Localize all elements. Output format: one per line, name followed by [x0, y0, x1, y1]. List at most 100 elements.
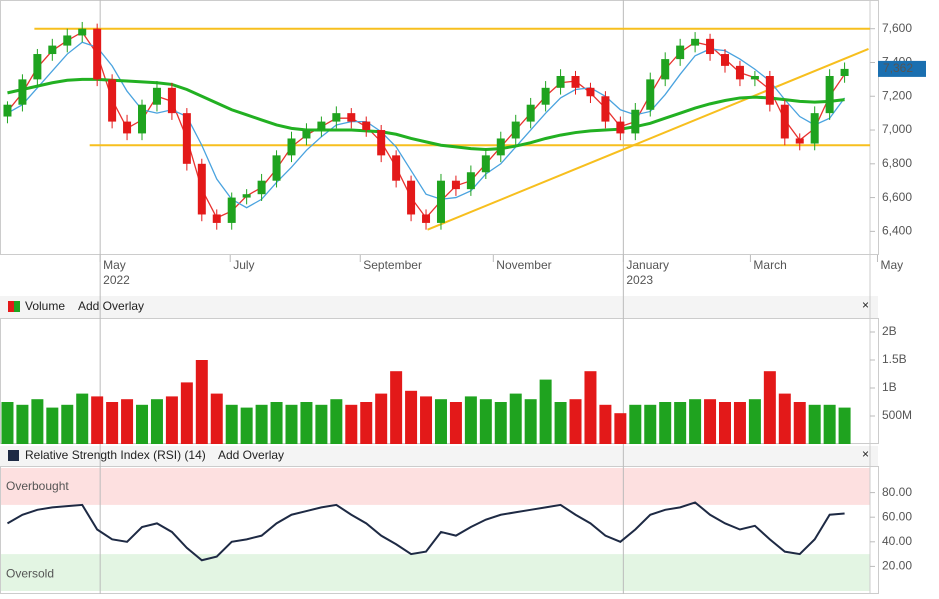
candle-body — [466, 172, 475, 190]
close-button[interactable]: × — [862, 298, 869, 312]
rsi-band — [0, 468, 870, 505]
candle-body — [93, 28, 102, 80]
candle-body — [138, 104, 147, 134]
volume-bar — [240, 407, 253, 444]
y-tick-label: 80.00 — [882, 485, 912, 499]
candle-body — [840, 68, 849, 76]
candle-body — [197, 163, 206, 215]
volume-bar — [315, 404, 328, 444]
candle-body — [780, 104, 789, 139]
volume-bar — [599, 404, 612, 444]
volume-bar — [763, 371, 776, 444]
candle-body — [646, 79, 655, 110]
volume-bar — [449, 402, 462, 444]
candle-body — [750, 75, 759, 80]
candle-body — [631, 109, 640, 134]
volume-bar — [345, 404, 358, 444]
volume-bar — [225, 404, 238, 444]
volume-bar — [106, 402, 119, 444]
add-overlay[interactable]: Add Overlay — [78, 299, 144, 313]
rsi-band — [0, 554, 870, 591]
candle-body — [511, 121, 520, 139]
volume-icon — [14, 301, 20, 312]
y-tick-label: 1B — [882, 380, 897, 394]
volume-bar — [180, 382, 193, 444]
panel-frame — [0, 0, 879, 255]
band-label: Oversold — [6, 566, 54, 580]
candle-body — [78, 28, 87, 36]
x-tick-label: November — [496, 258, 551, 272]
y-tick-label: 6,800 — [882, 156, 912, 170]
candle-body — [481, 155, 490, 173]
volume-bar — [704, 399, 717, 444]
volume-bar — [719, 402, 731, 444]
rsi-line — [6, 501, 845, 562]
volume-bar — [255, 404, 268, 444]
candle-body — [33, 54, 42, 80]
y-tick-label: 500M — [882, 408, 912, 422]
candle-body — [212, 214, 221, 223]
candle-body — [63, 35, 72, 46]
candle-body — [227, 197, 236, 223]
volume-bar — [509, 393, 522, 444]
candle-body — [556, 75, 565, 88]
last-price-label: 7,362 — [883, 61, 913, 75]
candle-body — [691, 38, 700, 46]
volume-bar — [778, 393, 791, 444]
candle-body — [48, 45, 57, 55]
rsi-header — [0, 446, 878, 466]
volume-bar — [91, 396, 104, 444]
candle-body — [302, 130, 311, 139]
volume-bar — [150, 399, 163, 444]
volume-bar — [823, 404, 836, 444]
rsi-icon — [8, 450, 19, 461]
volume-header — [0, 296, 878, 318]
candle-body — [392, 155, 401, 181]
volume-bar — [524, 399, 537, 444]
y-tick-label: 20.00 — [882, 559, 912, 573]
candle-body — [108, 79, 117, 122]
volume-bar — [270, 402, 283, 444]
volume-bar — [61, 404, 74, 444]
candle-body — [3, 104, 12, 117]
volume-bar — [614, 413, 627, 444]
volume-bar — [629, 404, 642, 444]
x-tick-label: September — [363, 258, 422, 272]
candle-body — [795, 138, 804, 144]
volume-bar — [748, 399, 761, 444]
volume-bar — [584, 371, 597, 444]
candle-body — [18, 79, 27, 105]
volume-bar — [360, 402, 373, 444]
volume-bar — [420, 396, 433, 444]
candle-body — [182, 113, 191, 164]
volume-bar — [165, 396, 178, 444]
candle-body — [347, 113, 356, 122]
moving-average — [7, 77, 845, 151]
volume-bar — [121, 399, 134, 444]
candle-body — [765, 75, 774, 105]
volume-icon — [8, 301, 14, 312]
volume-bar — [210, 393, 223, 444]
candle-body — [541, 87, 550, 105]
candle-body — [287, 138, 296, 156]
add-overlay[interactable]: Add Overlay — [218, 448, 284, 462]
volume-bar — [659, 402, 672, 444]
volume-bar — [375, 393, 388, 444]
candle-body — [586, 87, 595, 97]
x-tick-label: March — [753, 258, 786, 272]
band-label: Overbought — [6, 479, 69, 493]
candle-body — [317, 121, 326, 131]
candle-body — [451, 180, 460, 190]
volume-bar — [46, 407, 59, 444]
candle-body — [721, 54, 729, 66]
moving-average — [6, 31, 846, 219]
close-button[interactable]: × — [862, 447, 869, 461]
volume-bar — [539, 379, 552, 444]
x-tick-label: July — [233, 258, 254, 272]
x-tick-label: May — [880, 258, 903, 272]
y-tick-label: 7,600 — [882, 21, 912, 35]
candle-body — [167, 87, 176, 114]
volume-bar — [136, 404, 149, 444]
candle-body — [377, 130, 386, 156]
y-tick-label: 1.5B — [882, 352, 907, 366]
